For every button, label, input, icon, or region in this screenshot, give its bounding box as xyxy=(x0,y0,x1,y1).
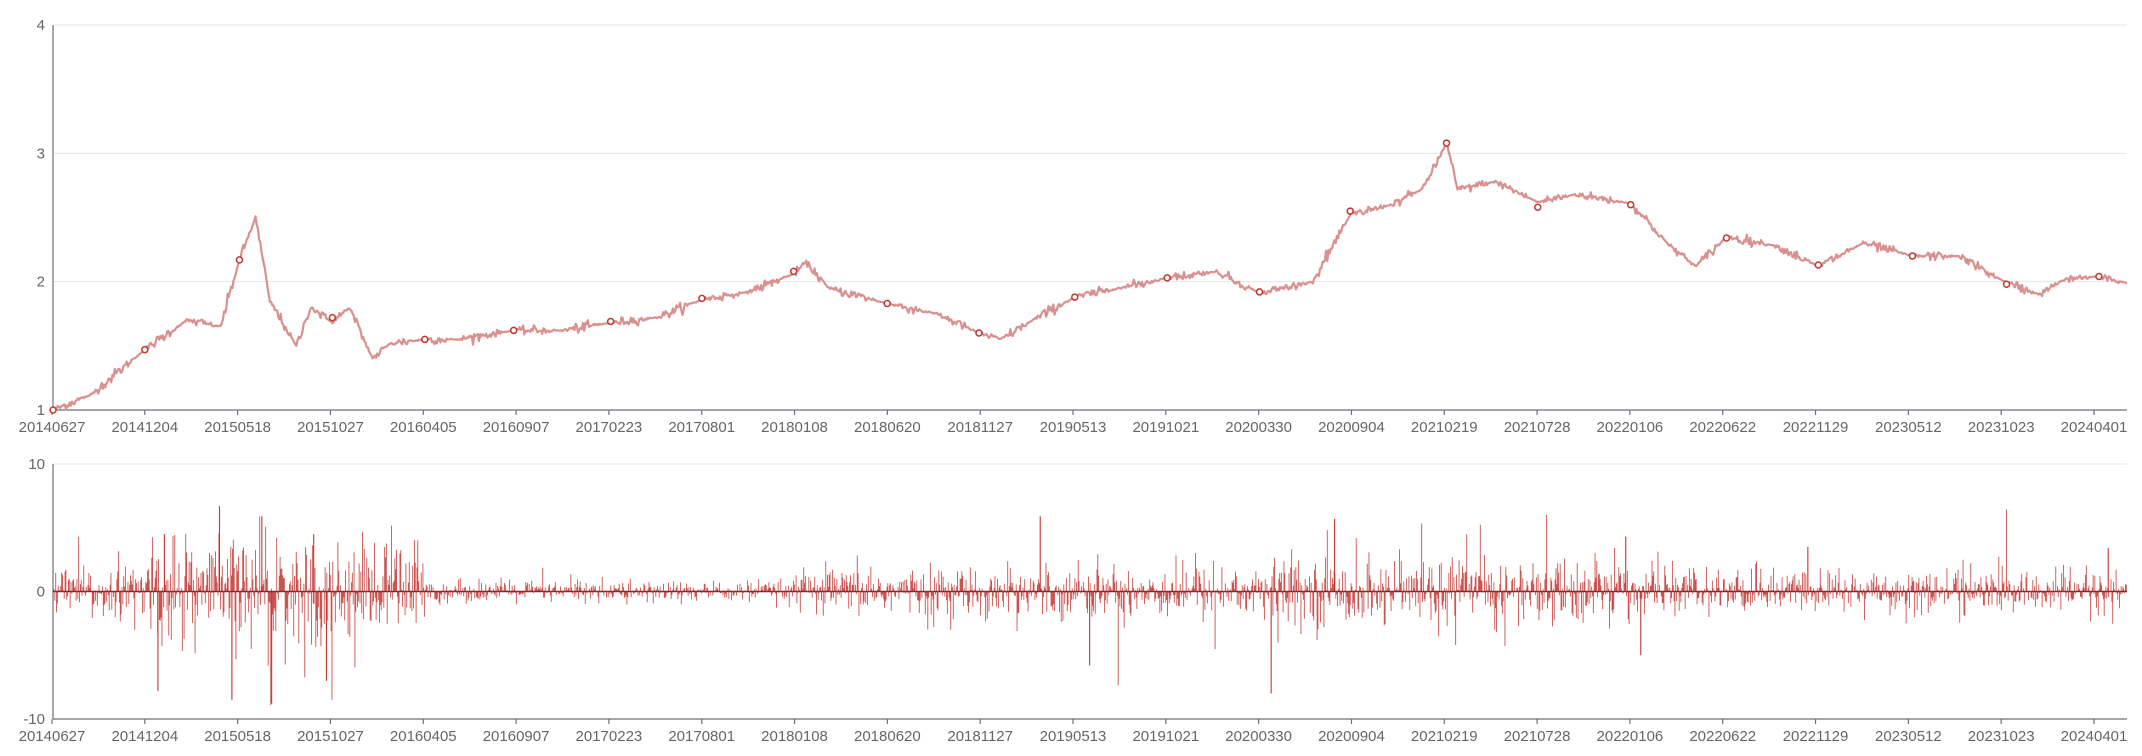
top-x-tick-label: 20160405 xyxy=(390,419,457,436)
bottom-x-tick-label: 20220622 xyxy=(1689,728,1756,745)
bottom-x-tick-label: 20181127 xyxy=(947,728,1013,745)
top-x-tick-label: 20210728 xyxy=(1504,419,1571,436)
top-x-tick-label: 20140627 xyxy=(19,419,86,436)
top-x-tick-label: 20191021 xyxy=(1132,419,1199,436)
price-marker-point xyxy=(1626,200,1635,209)
bottom-x-tick-label: 20141204 xyxy=(111,728,178,745)
bottom-x-tick-label: 20220106 xyxy=(1597,728,1664,745)
top-y-tick-label: 3 xyxy=(37,145,45,162)
top-y-tick-label: 1 xyxy=(37,402,45,419)
bottom-x-tick-label: 20170801 xyxy=(668,728,735,745)
top-x-tick-label: 20221129 xyxy=(1783,419,1849,436)
bottom-x-tick-label: 20150518 xyxy=(204,728,271,745)
price-marker-point xyxy=(1908,252,1917,260)
bottom-y-tick-label: 0 xyxy=(37,584,45,601)
top-y-tick-label: 2 xyxy=(37,274,45,291)
price-marker-point xyxy=(1814,261,1823,269)
top-x-tick-label: 20170801 xyxy=(668,419,735,436)
top-x-tick-label: 20190513 xyxy=(1040,419,1107,436)
top-x-tick-label: 20150518 xyxy=(204,419,271,436)
price-marker-point xyxy=(235,256,244,264)
returns-bar-chart: -10 0 10 20140627 20141204 20150518 20151027 20… xyxy=(19,456,2128,745)
top-x-tick-label: 20240401 xyxy=(2061,419,2128,436)
price-marker-point xyxy=(328,313,337,322)
top-x-tick-label: 20181127 xyxy=(947,419,1013,436)
bottom-x-tick-label: 20200904 xyxy=(1318,728,1385,745)
price-marker-point xyxy=(2095,272,2103,281)
bottom-y-tick-label: -10 xyxy=(23,711,45,728)
price-marker-point xyxy=(49,406,57,414)
bottom-x-tick-label: 20160405 xyxy=(390,728,457,745)
price-marker-point xyxy=(789,267,798,276)
bottom-x-tick-label: 20221129 xyxy=(1783,728,1849,745)
bottom-y-tick-label: 10 xyxy=(28,456,45,473)
top-x-tick-label: 20200330 xyxy=(1225,419,1292,436)
top-x-tick-label: 20151027 xyxy=(297,419,364,436)
price-marker-point xyxy=(698,294,706,303)
bottom-x-tick-label: 20180108 xyxy=(761,728,828,745)
bottom-x-tick-label: 20210728 xyxy=(1504,728,1571,745)
bottom-x-tick-label: 20190513 xyxy=(1040,728,1107,745)
price-marker-point xyxy=(1255,288,1264,296)
top-x-tick-label: 20141204 xyxy=(111,419,178,436)
bottom-x-tick-label: 20191021 xyxy=(1132,728,1199,745)
bottom-x-tick-label: 20231023 xyxy=(1968,728,2035,745)
price-marker-point xyxy=(141,345,149,354)
top-y-tick-label: 4 xyxy=(37,17,45,34)
price-marker-point xyxy=(1442,139,1451,147)
top-x-tick-label: 20220106 xyxy=(1597,419,1664,436)
top-x-tick-label: 20220622 xyxy=(1689,419,1756,436)
top-x-tick-label: 20170223 xyxy=(576,419,643,436)
top-x-tick-label: 20210219 xyxy=(1411,419,1478,436)
top-x-tick-label: 20160907 xyxy=(483,419,550,436)
price-marker-point xyxy=(1346,207,1354,215)
bottom-x-tick-label: 20210219 xyxy=(1411,728,1478,745)
bottom-x-tick-label: 20200330 xyxy=(1225,728,1292,745)
price-marker-point xyxy=(509,326,518,335)
bottom-x-tick-label: 20180620 xyxy=(854,728,921,745)
bottom-x-tick-label: 20170223 xyxy=(576,728,643,745)
price-marker-point xyxy=(421,335,429,344)
price-marker-point xyxy=(1722,234,1731,242)
price-marker-point xyxy=(2002,280,2011,288)
price-marker-point xyxy=(606,317,615,326)
price-marker-point xyxy=(975,329,983,337)
top-x-tick-label: 20180108 xyxy=(761,419,828,436)
price-series-line xyxy=(52,141,2128,412)
price-marker-point xyxy=(1071,293,1079,301)
price-marker-point xyxy=(1534,203,1542,211)
bottom-x-tick-label: 20140627 xyxy=(19,728,86,745)
bottom-x-tick-label: 20160907 xyxy=(483,728,550,745)
price-marker-point xyxy=(1163,274,1171,282)
bottom-x-tick-label: 20240401 xyxy=(2061,728,2128,745)
price-marker-point xyxy=(883,299,891,308)
returns-bars xyxy=(53,506,2127,706)
top-x-tick-label: 20200904 xyxy=(1318,419,1385,436)
top-x-tick-label: 20180620 xyxy=(854,419,921,436)
top-x-tick-label: 20231023 xyxy=(1968,419,2035,436)
bottom-x-tick-label: 20230512 xyxy=(1875,728,1942,745)
bottom-x-tick-label: 20151027 xyxy=(297,728,364,745)
price-line-chart: 1 2 3 4 20140627 20141204 20150518 20151027 2016… xyxy=(19,17,2128,436)
top-x-tick-label: 20230512 xyxy=(1875,419,1942,436)
